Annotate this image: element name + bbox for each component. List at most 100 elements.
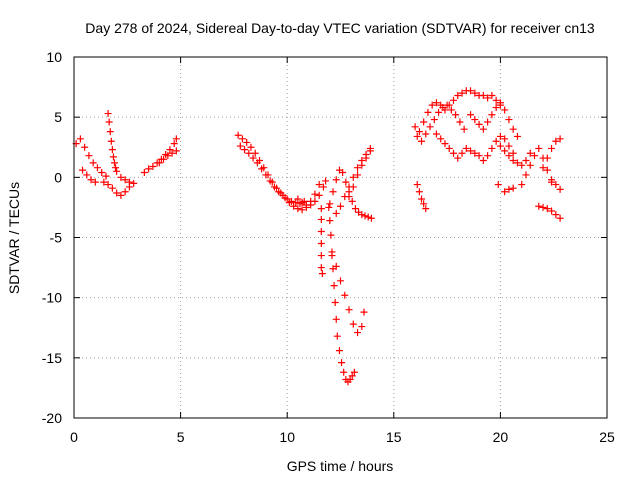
data-point-marker [539,203,547,211]
series-arc-24 [518,144,556,189]
y-axis-label: SDTVAR / TECUs [6,182,22,294]
data-point-marker [238,135,246,143]
data-point-marker [488,92,496,100]
x-tick-label: 10 [279,429,295,445]
data-point-marker [543,205,551,213]
data-point-marker [522,156,530,164]
data-point-marker [548,144,556,152]
data-point-marker [332,262,340,270]
data-point-marker [311,190,319,198]
data-point-marker [548,176,556,184]
data-point-marker [266,177,274,185]
data-point-marker [243,138,251,146]
data-point-marker [422,130,430,138]
data-point-marker [166,146,174,154]
series-arc-19 [413,101,468,145]
data-point-marker [287,197,295,205]
data-point-marker [262,171,270,179]
data-point-marker [341,291,349,299]
data-point-marker [422,205,430,213]
data-point-marker [112,164,120,172]
data-point-marker [253,159,261,167]
data-point-marker [509,149,517,157]
data-point-marker [432,130,440,138]
data-point-marker [87,176,95,184]
data-point-marker [426,123,434,131]
series-arc-12 [325,203,358,386]
series-arc-6 [140,135,180,177]
data-point-marker [172,135,180,143]
data-point-marker [513,159,521,167]
series-arc-3 [104,110,121,175]
data-point-marker [479,156,487,164]
data-point-marker [337,202,344,210]
data-point-marker [358,323,366,331]
data-point-marker [349,320,357,328]
series-arc-18 [411,87,504,136]
data-point-marker [93,164,101,172]
data-point-marker [315,181,323,189]
data-point-marker [439,104,447,112]
data-point-marker [447,106,455,114]
data-point-marker [543,166,551,174]
data-point-marker [342,178,350,186]
data-point-marker [424,108,432,116]
data-point-marker [298,206,306,214]
data-point-marker [121,176,129,184]
data-point-marker [76,135,84,143]
data-point-marker [505,142,513,150]
series-arc-8 [234,131,323,214]
data-point-marker [552,211,560,219]
data-point-marker [270,183,278,191]
data-point-marker [160,155,168,163]
data-point-marker [327,231,335,239]
data-point-marker [360,308,368,316]
data-point-marker [104,110,112,118]
data-point-marker [548,207,556,215]
data-point-marker [298,199,306,207]
series-arc-21 [467,99,521,140]
data-point-marker [358,211,366,219]
data-point-marker [149,163,157,171]
data-point-marker [168,149,176,157]
data-point-marker [441,140,449,148]
data-point-marker [535,144,543,152]
data-point-marker [445,144,453,152]
data-point-marker [106,128,114,136]
data-point-marker [311,197,319,205]
data-point-marker [415,188,423,196]
series-arc-7 [155,147,180,167]
data-point-marker [552,181,560,189]
chart-title: Day 278 of 2024, Sidereal Day-to-day VTE… [85,20,595,36]
data-point-marker [471,89,479,97]
data-point-marker [556,214,564,222]
data-point-marker [85,152,93,160]
data-point-marker [108,146,116,154]
series-arc-1 [72,135,110,180]
data-point-marker [318,270,326,278]
series-arc-20 [432,130,517,164]
data-point-marker [452,111,460,119]
data-point-marker [258,165,266,173]
data-point-marker [556,135,564,143]
data-point-marker [361,212,369,220]
series-arc-4 [100,178,133,199]
data-point-marker [105,118,113,126]
data-point-marker [556,185,564,193]
data-point-marker [348,372,356,380]
data-point-marker [492,104,500,112]
data-point-marker [111,159,119,167]
data-point-marker [317,240,325,248]
axis-ticks: 0 5 10 15 20 25 -20 -15 -10 -5 0 5 10 [42,49,615,445]
data-point-marker [102,172,110,180]
data-point-marker [113,167,121,175]
data-point-marker [505,116,513,124]
data-point-marker [496,132,504,140]
data-point-marker [326,217,334,225]
data-point-marker [338,359,346,367]
data-point-marker [454,154,462,162]
data-point-marker [332,176,340,184]
y-tick-label: -10 [42,290,62,306]
data-point-marker [367,214,375,222]
data-point-marker [358,161,366,169]
